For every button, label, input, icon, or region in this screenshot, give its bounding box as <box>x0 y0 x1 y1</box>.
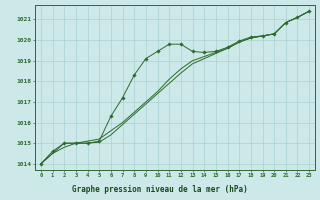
Text: Graphe pression niveau de la mer (hPa): Graphe pression niveau de la mer (hPa) <box>72 185 248 194</box>
